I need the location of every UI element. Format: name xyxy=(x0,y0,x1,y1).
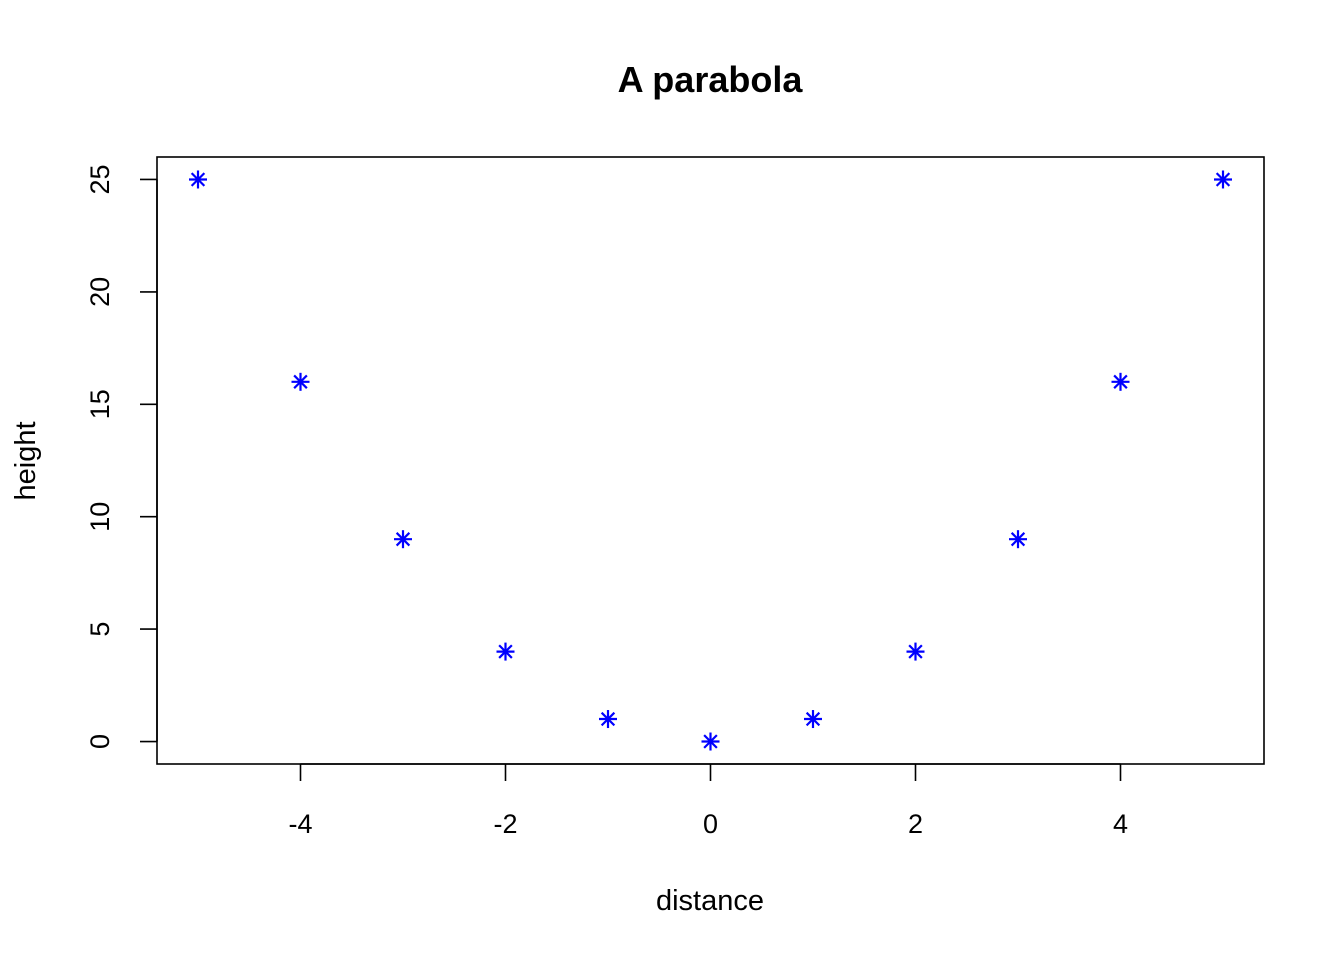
chart-title: A parabola xyxy=(618,59,804,100)
x-tick-label: 2 xyxy=(908,809,923,839)
data-point xyxy=(906,642,925,661)
data-points xyxy=(189,170,1232,751)
y-axis: 0 5 10 15 20 25 xyxy=(85,164,158,749)
y-tick-label: 10 xyxy=(85,502,115,532)
data-point xyxy=(394,530,412,549)
data-point xyxy=(1111,372,1130,391)
data-point xyxy=(1214,170,1232,189)
y-tick-label: 5 xyxy=(85,622,115,637)
x-tick-label: 4 xyxy=(1113,809,1128,839)
y-tick-label: 15 xyxy=(85,389,115,419)
y-axis-label: height xyxy=(10,421,42,500)
x-tick-label: -4 xyxy=(288,809,312,839)
x-tick-label: -2 xyxy=(493,809,517,839)
y-tick-label: 20 xyxy=(85,277,115,307)
data-point xyxy=(599,710,617,729)
data-point xyxy=(189,170,207,189)
data-point xyxy=(496,642,515,661)
y-tick-label: 0 xyxy=(85,734,115,749)
data-point xyxy=(1009,530,1027,549)
data-point xyxy=(701,732,720,751)
x-axis-label: distance xyxy=(656,885,764,917)
data-point xyxy=(291,372,310,391)
x-tick-label: 0 xyxy=(703,809,718,839)
plot-frame xyxy=(156,156,1265,765)
data-point xyxy=(804,710,822,729)
y-tick-label: 25 xyxy=(85,164,115,194)
x-axis: -4 -2 0 2 4 xyxy=(288,763,1128,839)
